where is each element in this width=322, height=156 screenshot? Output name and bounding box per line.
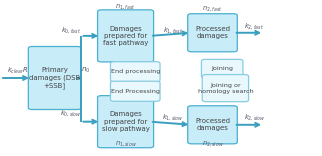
Text: End Processing: End Processing bbox=[111, 89, 160, 94]
Text: $k_{2,slow}$: $k_{2,slow}$ bbox=[244, 112, 265, 122]
Text: $k_{1,fast}$: $k_{1,fast}$ bbox=[163, 25, 183, 35]
FancyBboxPatch shape bbox=[110, 81, 160, 101]
Text: $k_{1,slow}$: $k_{1,slow}$ bbox=[162, 112, 183, 122]
FancyBboxPatch shape bbox=[202, 75, 249, 102]
Text: Primary
damages (DSB
+SSB]: Primary damages (DSB +SSB] bbox=[29, 67, 80, 89]
FancyBboxPatch shape bbox=[201, 59, 243, 78]
Text: $k_{0,slow}$: $k_{0,slow}$ bbox=[60, 108, 81, 118]
FancyBboxPatch shape bbox=[28, 46, 81, 110]
FancyBboxPatch shape bbox=[188, 14, 237, 52]
Text: Processed
damages: Processed damages bbox=[195, 26, 230, 39]
Text: $k_{0,fast}$: $k_{0,fast}$ bbox=[61, 25, 81, 35]
FancyBboxPatch shape bbox=[98, 10, 154, 62]
Text: Damages
prepared for
slow pathway: Damages prepared for slow pathway bbox=[102, 111, 149, 132]
FancyBboxPatch shape bbox=[188, 106, 237, 144]
Text: Damages
prepared for
fast pathway: Damages prepared for fast pathway bbox=[103, 26, 148, 46]
Text: $n_{1,fast}$: $n_{1,fast}$ bbox=[115, 2, 136, 11]
Text: $n_{2,fast}$: $n_{2,fast}$ bbox=[202, 4, 223, 13]
Text: $k_{clear}R$: $k_{clear}R$ bbox=[7, 66, 29, 76]
Text: Joining: Joining bbox=[211, 66, 233, 71]
Text: $n_0$: $n_0$ bbox=[81, 66, 91, 75]
Text: $n_{2,slow}$: $n_{2,slow}$ bbox=[202, 139, 223, 148]
Text: Processed
damages: Processed damages bbox=[195, 118, 230, 131]
Text: End processing: End processing bbox=[110, 69, 160, 74]
FancyBboxPatch shape bbox=[110, 62, 160, 82]
Text: Joining or
homology search: Joining or homology search bbox=[198, 83, 253, 94]
Text: $k_{2,fast}$: $k_{2,fast}$ bbox=[244, 21, 264, 31]
Text: $n_{1,slow}$: $n_{1,slow}$ bbox=[115, 139, 137, 148]
FancyBboxPatch shape bbox=[98, 96, 154, 148]
